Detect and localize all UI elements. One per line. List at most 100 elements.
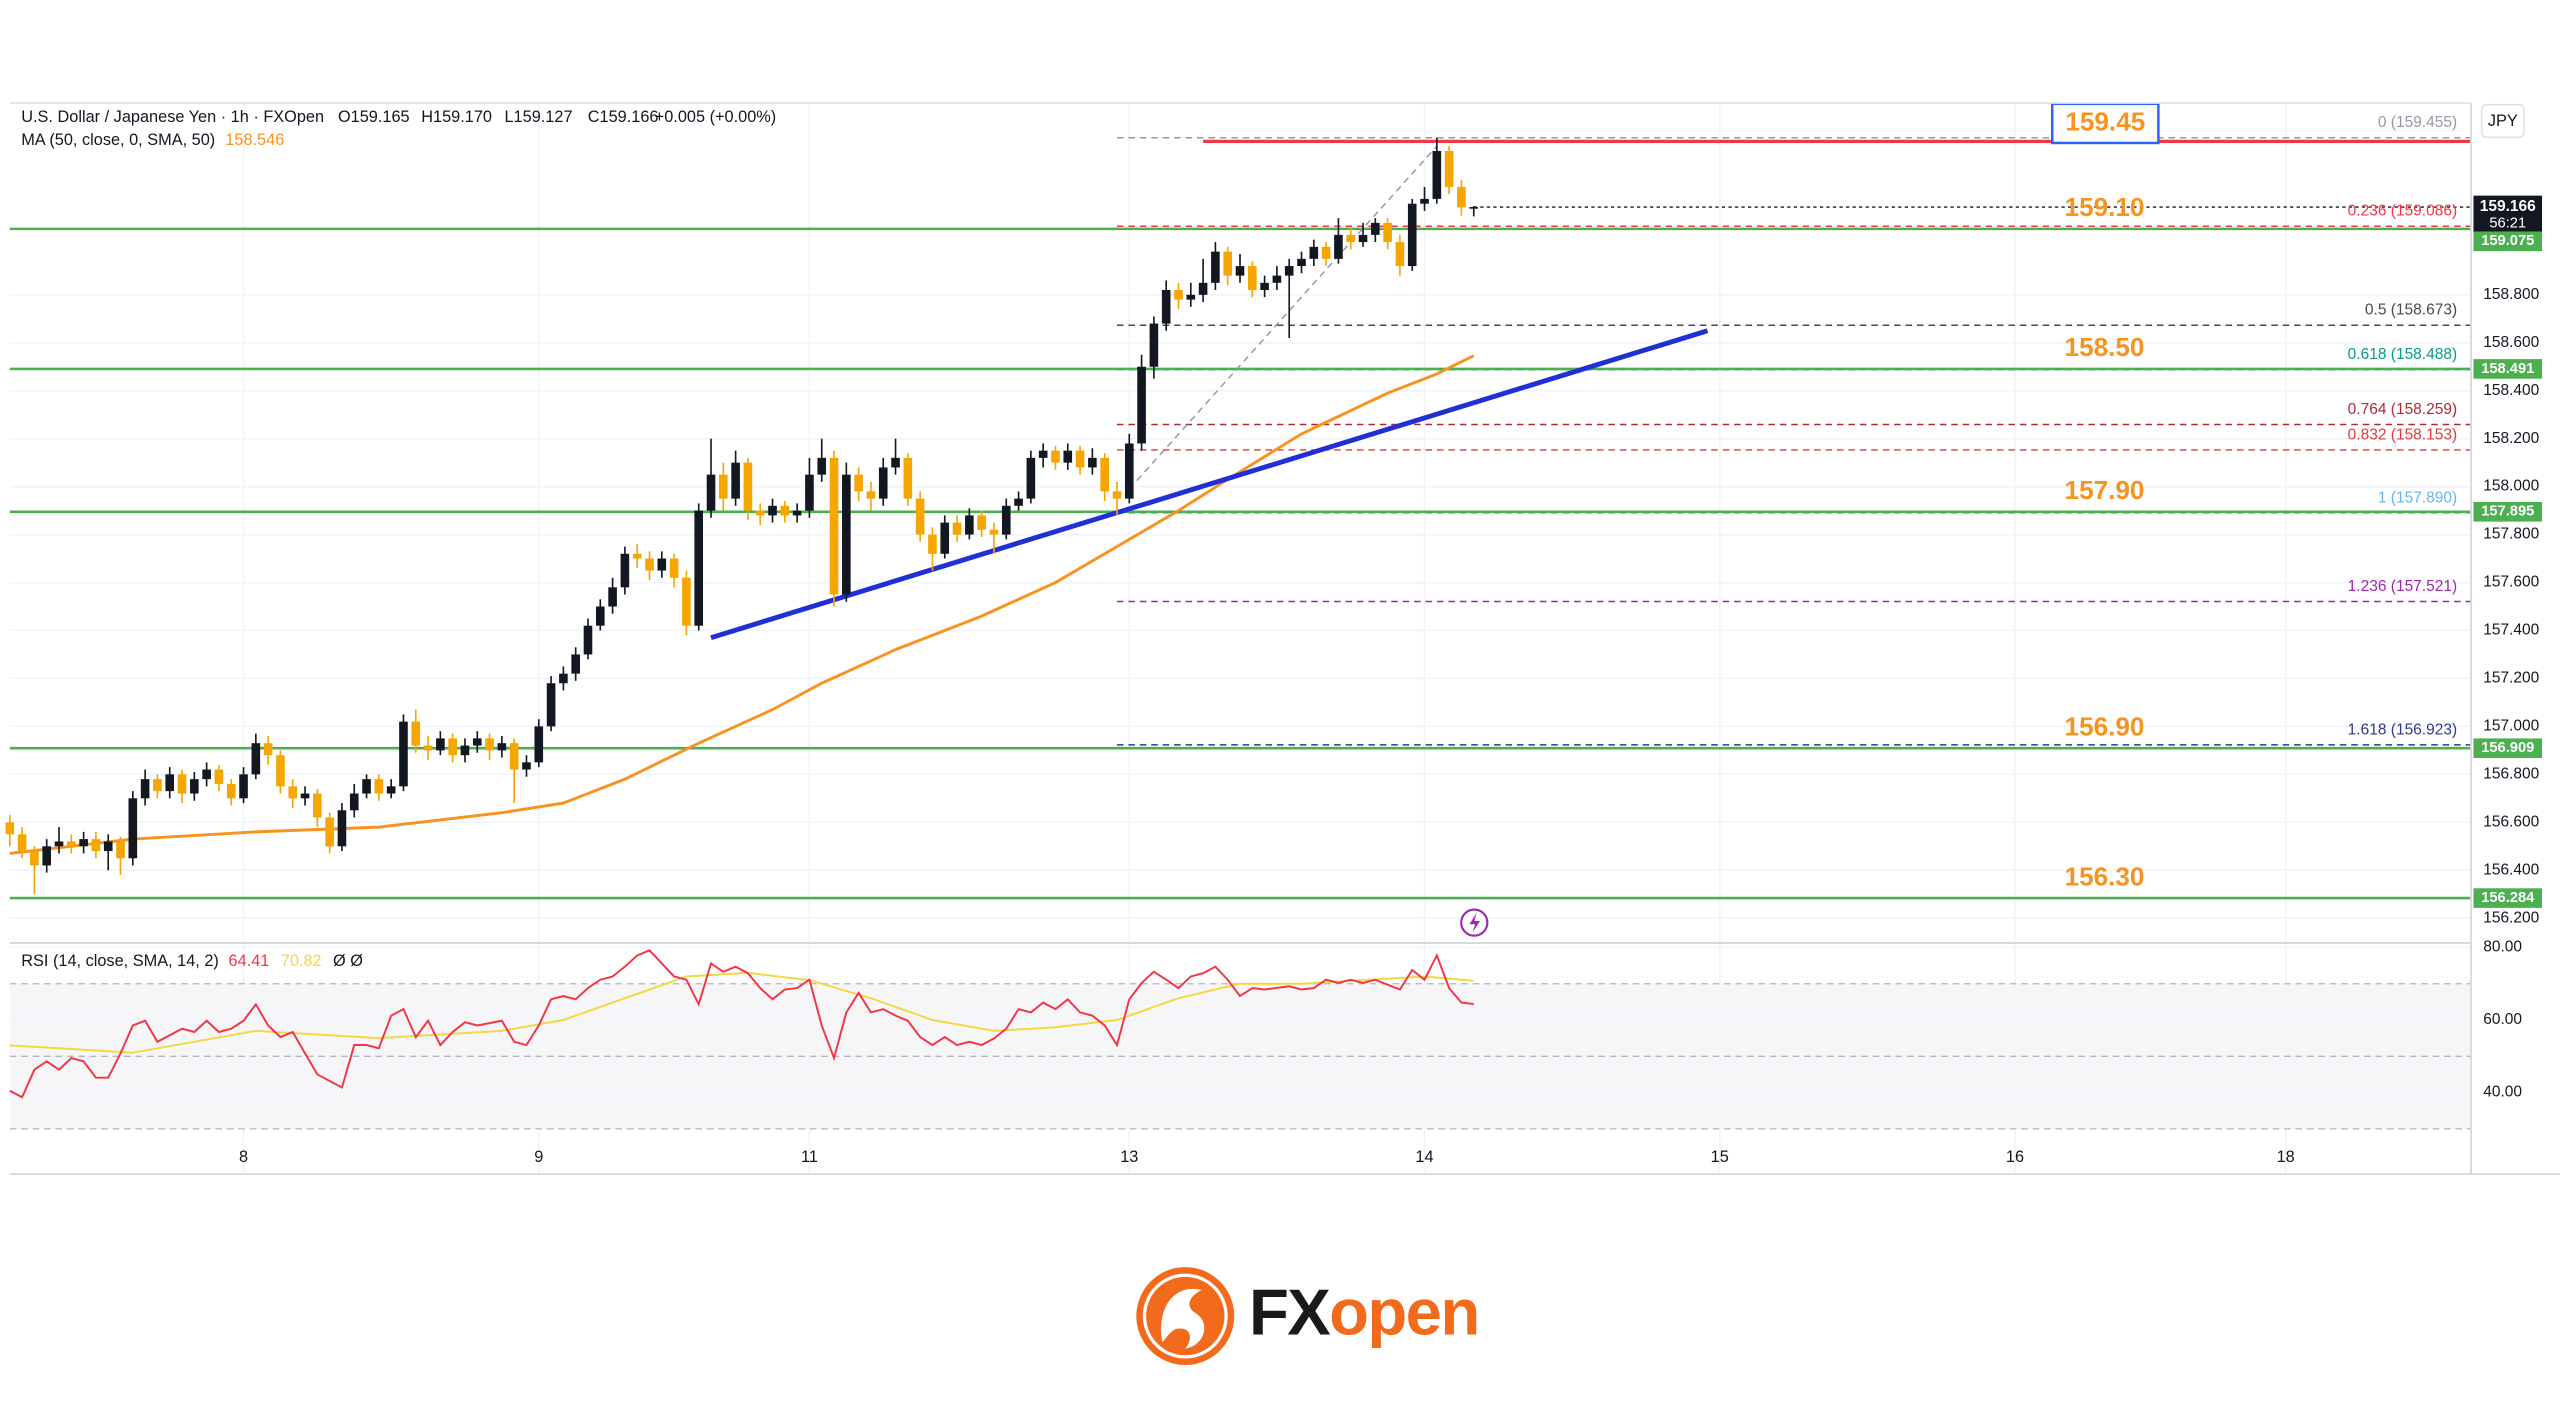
candle-body [571, 654, 580, 674]
fib-label: 1.618 (156.923) [2348, 721, 2457, 738]
candle-body [878, 467, 888, 499]
candle-body [251, 743, 261, 775]
trendline [710, 328, 1709, 641]
ohlc-value: +0.005 (+0.00%) [655, 108, 777, 126]
candle-body [706, 474, 716, 511]
candle-body [595, 606, 605, 626]
candle-body [165, 774, 175, 792]
candle-body [1395, 242, 1405, 267]
fib-label: 0.832 (158.153) [2348, 426, 2457, 443]
candle-body [423, 745, 433, 751]
candle-body [472, 738, 482, 746]
candle-body [1026, 457, 1036, 499]
rsi-legend: RSI (14, close, SMA, 14, 2) [21, 952, 219, 970]
alert-icon [1460, 908, 1489, 937]
candle-body [1075, 450, 1085, 468]
candle-body [448, 738, 457, 756]
rsi-ma-value: 70.82 [281, 952, 322, 970]
candle-body [583, 625, 593, 655]
candle-body [1211, 251, 1220, 283]
support-label: 158.50 [2065, 332, 2145, 362]
candle-body [669, 558, 679, 578]
ohlc-value: C159.166 [588, 108, 659, 126]
candle-body [608, 587, 617, 607]
candle-body [694, 510, 704, 626]
support-label: 157.90 [2065, 475, 2145, 505]
rsi-line [9, 949, 1474, 1099]
last-price-tag [2473, 195, 2543, 232]
candle-body [509, 743, 519, 770]
x-tick-label: 8 [239, 1148, 248, 1166]
candle-body [1100, 457, 1109, 492]
candle-body [226, 783, 236, 799]
candle-body [362, 779, 371, 794]
last-price-label: 159.166 [2480, 198, 2536, 215]
level-tag-label: 157.895 [2481, 504, 2534, 520]
candle-body [276, 755, 285, 787]
x-tick-label: 14 [1415, 1148, 1433, 1166]
alert-bolt [1469, 912, 1480, 933]
candle-body [657, 558, 667, 571]
marks-layer [5, 137, 2471, 1099]
ma-value: 158.546 [225, 131, 284, 149]
candle-body [1457, 186, 1466, 208]
candle-body [79, 839, 88, 847]
x-tick-label: 9 [534, 1148, 543, 1166]
candle-body [620, 553, 630, 588]
candle-body [1444, 150, 1454, 187]
candle-body [214, 769, 224, 784]
candle-body [1063, 450, 1073, 463]
candle-body [1186, 294, 1196, 300]
candle-body [140, 779, 150, 799]
candle-body [1137, 366, 1146, 444]
candle-body [54, 841, 64, 847]
candle-body [177, 774, 187, 794]
candle-body [1149, 323, 1159, 367]
candle-body [829, 457, 839, 595]
countdown-label: 56:21 [2489, 215, 2526, 231]
candle-body [632, 553, 642, 559]
y-tick-label: 158.600 [2483, 334, 2539, 351]
fib-diagonal [1128, 145, 1438, 490]
candle-body [263, 743, 273, 756]
candle-body [719, 474, 728, 499]
candle-body [17, 834, 27, 852]
candle-body [522, 762, 531, 770]
resistance-box [2051, 102, 2160, 145]
candle-body [1247, 266, 1257, 291]
candle-body [559, 673, 568, 684]
grid-layer [9, 102, 2471, 1173]
candle-body [30, 851, 39, 866]
candle-body [1235, 266, 1245, 276]
currency-box [2480, 103, 2525, 139]
x-tick-label: 13 [1120, 1148, 1138, 1166]
support-label: 159.10 [2065, 192, 2145, 222]
candle-body [743, 462, 753, 511]
candle-body [965, 515, 974, 535]
rsi-extra: Ø Ø [333, 952, 363, 970]
logo-fx: FX [1249, 1276, 1330, 1349]
candle-body [940, 522, 950, 554]
y-tick-label: 157.200 [2483, 670, 2539, 687]
candle-body [645, 558, 654, 571]
candle-body [239, 774, 248, 799]
candle-body [460, 745, 470, 756]
candle-body [1297, 258, 1306, 267]
level-tag-label: 156.909 [2481, 740, 2534, 756]
candle-body [67, 841, 76, 847]
x-tick-label: 18 [2277, 1148, 2295, 1166]
candle-body [1198, 282, 1208, 295]
level-tag [2473, 738, 2543, 759]
candle-body [1174, 290, 1183, 300]
candle-body [977, 515, 986, 530]
ma-line [9, 354, 1475, 855]
candle-body [337, 810, 347, 847]
ma-legend: MA (50, close, 0, SMA, 50) [21, 131, 215, 149]
candle-body [349, 793, 359, 811]
support-label: 156.90 [2065, 712, 2145, 742]
y-tick-label: 156.600 [2483, 813, 2539, 830]
y-tick-label: 157.400 [2483, 622, 2539, 639]
candle-body [682, 577, 691, 626]
y-tick-label: 156.200 [2483, 909, 2539, 926]
